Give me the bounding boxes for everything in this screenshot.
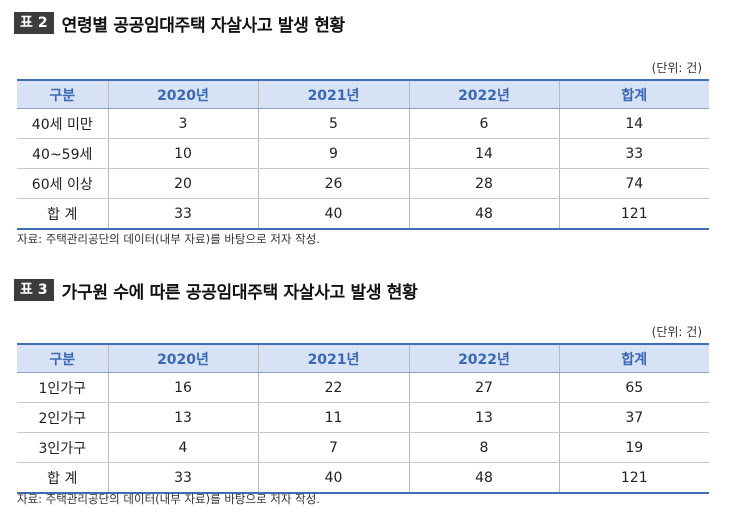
row-label: 합 계 <box>17 198 108 230</box>
tag-label: 표 <box>20 282 33 298</box>
table-cell: 13 <box>107 402 258 433</box>
total-row: 합 계 33 40 48 121 <box>17 198 709 230</box>
header-cell: 합계 <box>558 344 709 373</box>
table-section-2: 표 2 연령별 공공임대주택 자살사고 발생 현황 (단위: 건) 구분 202… <box>14 10 709 246</box>
header-cell: 2021년 <box>257 80 409 109</box>
table-title: 가구원 수에 따른 공공임대주택 자살사고 발생 현황 <box>61 282 418 303</box>
row-label: 1인가구 <box>17 372 108 403</box>
table-cell: 7 <box>257 432 409 463</box>
table-cell: 14 <box>558 108 709 139</box>
table-cell: 9 <box>257 138 409 169</box>
header-cell: 2020년 <box>107 80 258 109</box>
table-cell: 33 <box>107 198 258 230</box>
header-cell: 구분 <box>17 80 108 109</box>
source-note: 자료: 주택관리공단의 데이터(내부 자료)를 바탕으로 저자 작성. <box>17 492 320 506</box>
tag-number: 2 <box>37 15 48 31</box>
header-cell: 2022년 <box>408 344 559 373</box>
table-cell: 65 <box>558 372 709 403</box>
table-cell: 10 <box>107 138 258 169</box>
table-cell: 20 <box>107 168 258 199</box>
data-table: 구분 2020년 2021년 2022년 합계 1인가구 16 22 27 65… <box>17 343 709 494</box>
table-row: 3인가구 4 7 8 19 <box>17 432 709 463</box>
table-cell: 16 <box>107 372 258 403</box>
table-cell: 121 <box>558 198 709 230</box>
header-cell: 2021년 <box>257 344 409 373</box>
table-cell: 3 <box>107 108 258 139</box>
table-cell: 14 <box>408 138 559 169</box>
table-cell: 5 <box>257 108 409 139</box>
row-label: 3인가구 <box>17 432 108 463</box>
header-row: 구분 2020년 2021년 2022년 합계 <box>17 344 709 373</box>
header-cell: 합계 <box>558 80 709 109</box>
unit-label: (단위: 건) <box>651 61 702 75</box>
table-cell: 48 <box>408 198 559 230</box>
total-row: 합 계 33 40 48 121 <box>17 462 709 494</box>
table-cell: 48 <box>408 462 559 494</box>
table-cell: 4 <box>107 432 258 463</box>
table-cell: 8 <box>408 432 559 463</box>
row-label: 40~59세 <box>17 138 108 169</box>
table-cell: 40 <box>257 462 409 494</box>
table-cell: 19 <box>558 432 709 463</box>
header-cell: 구분 <box>17 344 108 373</box>
table-number-tag: 표 2 <box>14 12 54 34</box>
row-label: 40세 미만 <box>17 108 108 139</box>
table-cell: 26 <box>257 168 409 199</box>
table-title-row: 표 3 가구원 수에 따른 공공임대주택 자살사고 발생 현황 <box>14 277 418 303</box>
tag-number: 3 <box>37 282 48 298</box>
tag-label: 표 <box>20 15 33 31</box>
table-row: 40세 미만 3 5 6 14 <box>17 108 709 139</box>
table-cell: 33 <box>558 138 709 169</box>
table-cell: 11 <box>257 402 409 433</box>
data-table: 구분 2020년 2021년 2022년 합계 40세 미만 3 5 6 14 … <box>17 79 709 230</box>
table-cell: 22 <box>257 372 409 403</box>
table-section-3: 표 3 가구원 수에 따른 공공임대주택 자살사고 발생 현황 (단위: 건) … <box>0 263 730 519</box>
table-cell: 74 <box>558 168 709 199</box>
table-row: 1인가구 16 22 27 65 <box>17 372 709 403</box>
table-cell: 28 <box>408 168 559 199</box>
table-cell: 6 <box>408 108 559 139</box>
table-cell: 13 <box>408 402 559 433</box>
table-row: 40~59세 10 9 14 33 <box>17 138 709 169</box>
row-label: 2인가구 <box>17 402 108 433</box>
table-cell: 40 <box>257 198 409 230</box>
table-row: 60세 이상 20 26 28 74 <box>17 168 709 199</box>
table-title-row: 표 2 연령별 공공임대주택 자살사고 발생 현황 <box>14 10 345 36</box>
row-label: 60세 이상 <box>17 168 108 199</box>
unit-label: (단위: 건) <box>651 325 702 339</box>
source-note: 자료: 주택관리공단의 데이터(내부 자료)를 바탕으로 저자 작성. <box>17 232 320 246</box>
table-cell: 37 <box>558 402 709 433</box>
row-label: 합 계 <box>17 462 108 494</box>
table-row: 2인가구 13 11 13 37 <box>17 402 709 433</box>
table-cell: 27 <box>408 372 559 403</box>
table-number-tag: 표 3 <box>14 279 54 301</box>
header-cell: 2022년 <box>408 80 559 109</box>
header-row: 구분 2020년 2021년 2022년 합계 <box>17 80 709 109</box>
table-title: 연령별 공공임대주택 자살사고 발생 현황 <box>61 15 346 36</box>
table-cell: 121 <box>558 462 709 494</box>
table-cell: 33 <box>107 462 258 494</box>
header-cell: 2020년 <box>107 344 258 373</box>
